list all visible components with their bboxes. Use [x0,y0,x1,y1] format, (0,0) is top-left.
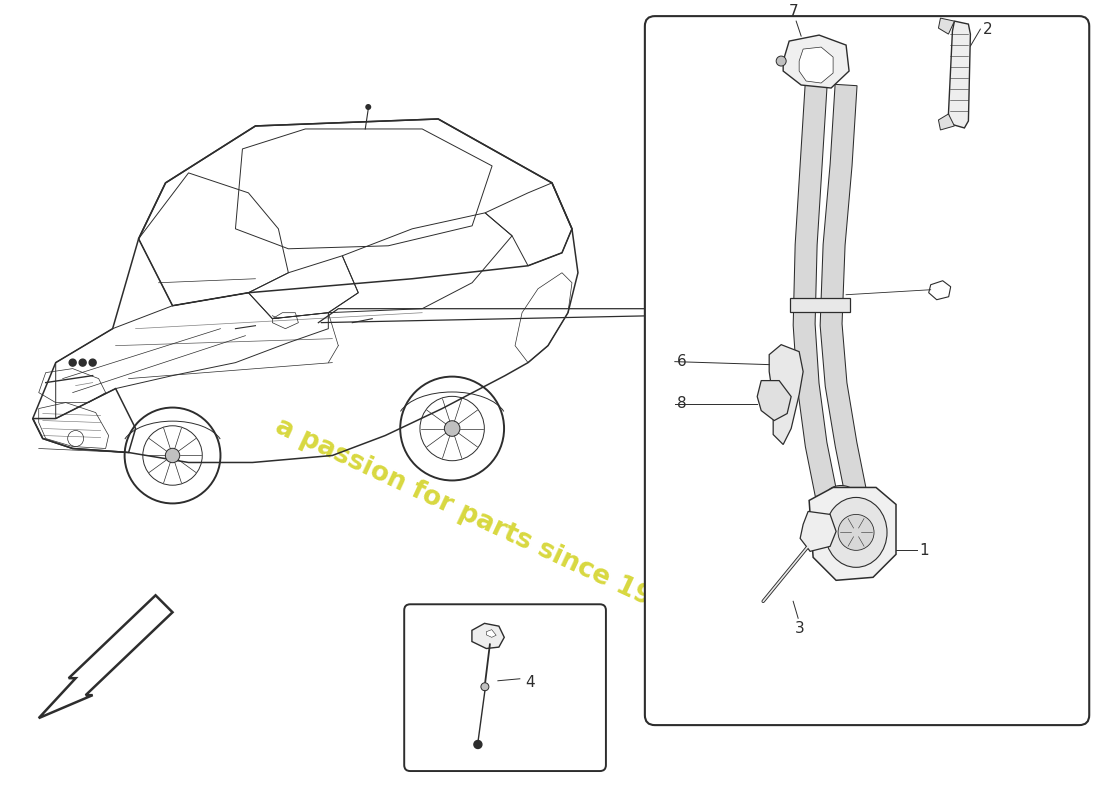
Circle shape [481,682,488,690]
Circle shape [165,448,179,462]
Polygon shape [821,84,867,497]
Circle shape [838,514,875,550]
Polygon shape [472,623,504,649]
Circle shape [444,421,460,436]
Text: 7: 7 [789,4,797,19]
Circle shape [89,359,96,366]
Polygon shape [783,35,849,88]
Ellipse shape [825,498,887,567]
Text: 3: 3 [795,622,805,636]
Circle shape [365,104,372,110]
Text: 2: 2 [982,22,992,37]
Text: 4: 4 [525,675,535,690]
Polygon shape [799,47,833,83]
Polygon shape [800,511,836,551]
Polygon shape [757,381,791,421]
Polygon shape [938,114,955,130]
Text: 6: 6 [676,354,686,369]
FancyBboxPatch shape [645,16,1089,725]
Polygon shape [790,298,850,312]
Polygon shape [793,84,837,497]
Polygon shape [486,630,496,638]
Circle shape [474,741,482,749]
Text: a
u
t
o
s
p
a
r
t
s: a u t o s p a r t s [905,134,934,568]
Polygon shape [810,487,896,580]
Polygon shape [769,345,803,445]
Circle shape [777,56,786,66]
Text: 1: 1 [918,543,928,558]
Circle shape [69,359,76,366]
FancyBboxPatch shape [404,604,606,771]
Polygon shape [948,21,970,128]
Text: a passion for parts since 1985: a passion for parts since 1985 [271,414,690,627]
Text: 8: 8 [676,396,686,411]
Circle shape [79,359,86,366]
Polygon shape [938,18,955,34]
